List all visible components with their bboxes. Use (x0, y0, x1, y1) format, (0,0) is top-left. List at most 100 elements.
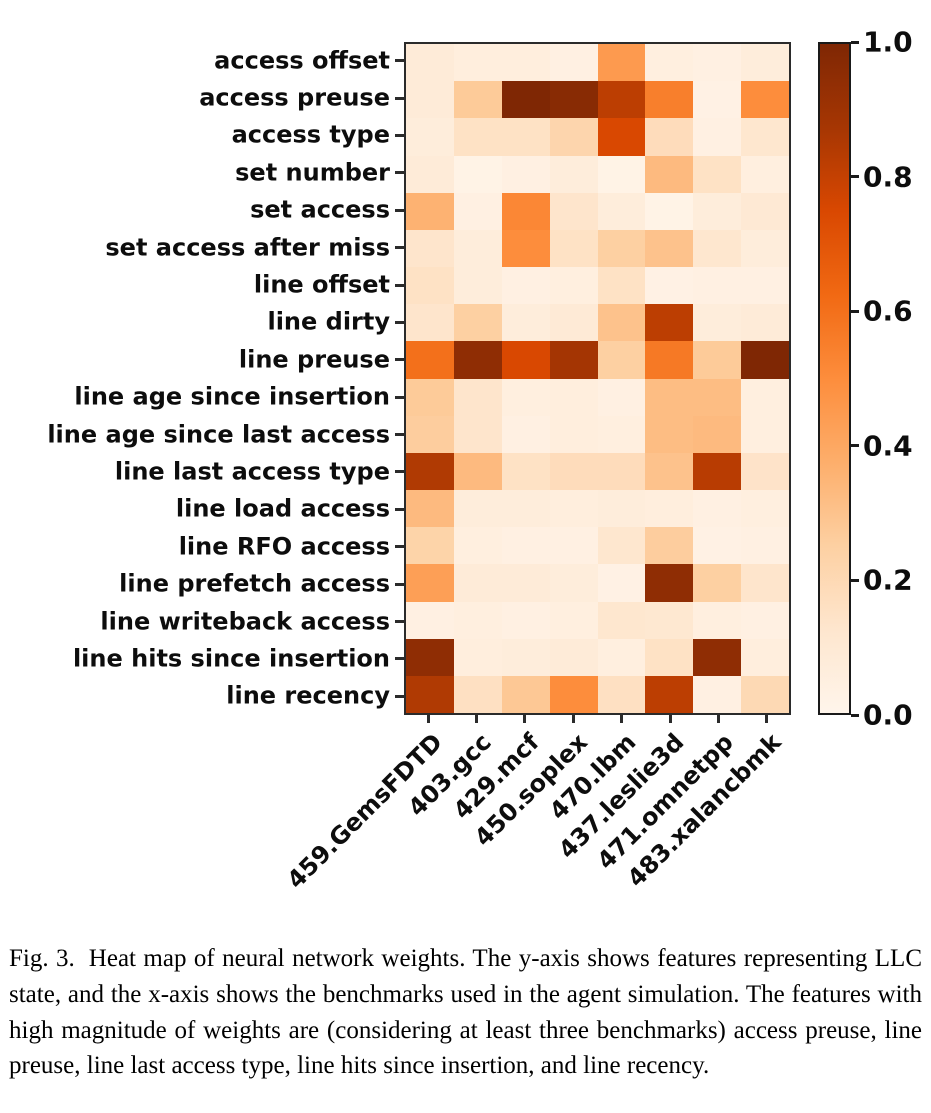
y-axis-tick (395, 657, 404, 661)
caption-text: Heat map of neural network weights. The … (9, 945, 922, 1080)
x-axis-tick (475, 714, 479, 723)
heatmap-cell (549, 638, 598, 676)
y-axis-label: access offset (214, 46, 390, 75)
heatmap-cell (501, 229, 550, 267)
y-axis-label: line age since last access (47, 420, 390, 449)
y-axis-tick (395, 620, 404, 624)
heatmap-cell (406, 155, 454, 193)
heatmap-cell (741, 527, 789, 565)
heatmap-cell (501, 601, 550, 639)
heatmap-cell (693, 267, 742, 305)
heatmap-cell (693, 527, 742, 565)
heatmap-cell (741, 564, 789, 602)
heatmap-cell (741, 304, 789, 342)
heatmap-cell (645, 564, 694, 602)
heatmap-cell (501, 81, 550, 119)
heatmap-cell (645, 490, 694, 528)
heatmap-cell (693, 675, 742, 713)
y-axis-tick (395, 395, 404, 399)
heatmap-cell (741, 638, 789, 676)
heatmap-cell (453, 490, 502, 528)
heatmap-cell (406, 378, 454, 416)
heatmap-cell (406, 452, 454, 490)
colorbar-tick (851, 40, 859, 44)
caption-label: Fig. 3. (9, 945, 75, 972)
heatmap-cell (501, 638, 550, 676)
y-axis-tick (395, 246, 404, 250)
heatmap-cell (453, 601, 502, 639)
heatmap-cell (645, 155, 694, 193)
heatmap-cell (501, 415, 550, 453)
heatmap-cell (501, 44, 550, 82)
colorbar-tick-label: 1.0 (863, 25, 913, 59)
heatmap-cell (741, 452, 789, 490)
heatmap-cell (693, 44, 742, 82)
heatmap-cell (406, 638, 454, 676)
heatmap-cell (693, 229, 742, 267)
heatmap-cell (597, 229, 646, 267)
heatmap-cell (645, 44, 694, 82)
heatmap-cell (453, 155, 502, 193)
colorbar-tick-label: 0.8 (863, 160, 913, 194)
heatmap-cell (501, 490, 550, 528)
heatmap-cell (645, 527, 694, 565)
y-axis-tick (395, 433, 404, 437)
heatmap-cell (549, 44, 598, 82)
heatmap-cell (406, 118, 454, 156)
heatmap-cell (597, 192, 646, 230)
heatmap-cell (741, 415, 789, 453)
heatmap-cell (645, 192, 694, 230)
heatmap-cell (549, 452, 598, 490)
y-axis-label: line RFO access (178, 532, 390, 561)
heatmap-cell (693, 452, 742, 490)
heatmap-cell (501, 564, 550, 602)
heatmap-cell (406, 304, 454, 342)
figure-caption: Fig. 3. Heat map of neural network weight… (9, 941, 922, 1084)
y-axis-tick (395, 59, 404, 63)
heatmap-cell (645, 118, 694, 156)
heatmap-cell (406, 44, 454, 82)
heatmap-cell (549, 267, 598, 305)
heatmap-cell (741, 378, 789, 416)
heatmap-cell (645, 452, 694, 490)
heatmap-cell (597, 675, 646, 713)
heatmap-cell (549, 304, 598, 342)
heatmap-cell (406, 675, 454, 713)
heatmap-cell (645, 378, 694, 416)
y-axis-tick (395, 208, 404, 212)
heatmap-cell (501, 527, 550, 565)
y-axis-label: line prefetch access (119, 569, 390, 598)
y-axis-label: line load access (175, 494, 390, 523)
heatmap-cell (453, 452, 502, 490)
heatmap-cell (693, 564, 742, 602)
heatmap-cell (453, 378, 502, 416)
y-axis-label: line last access type (114, 457, 390, 486)
heatmap-cell (645, 267, 694, 305)
y-axis-tick (395, 96, 404, 100)
y-axis-label: set number (235, 158, 390, 187)
heatmap-cell (597, 81, 646, 119)
heatmap-cell (549, 601, 598, 639)
colorbar-tick (851, 578, 859, 582)
y-axis-label: access preuse (199, 83, 390, 112)
heatmap-cell (693, 81, 742, 119)
heatmap-cell (549, 490, 598, 528)
heatmap-cell (645, 415, 694, 453)
heatmap-cell (406, 267, 454, 305)
y-axis-tick (395, 694, 404, 698)
colorbar-tick-label: 0.4 (863, 429, 913, 463)
y-axis-tick (395, 133, 404, 137)
heatmap-cell (597, 638, 646, 676)
x-axis-tick (571, 714, 575, 723)
x-axis-tick (716, 714, 720, 723)
colorbar-tick-label: 0.0 (863, 698, 913, 732)
colorbar-tick-label: 0.6 (863, 294, 913, 328)
heatmap-cell (597, 378, 646, 416)
heatmap-cell (453, 44, 502, 82)
heatmap-cell (406, 81, 454, 119)
y-axis-label: access type (231, 120, 390, 149)
y-axis-label: line hits since insertion (72, 644, 390, 673)
heatmap-cell (453, 118, 502, 156)
heatmap-cell (501, 304, 550, 342)
